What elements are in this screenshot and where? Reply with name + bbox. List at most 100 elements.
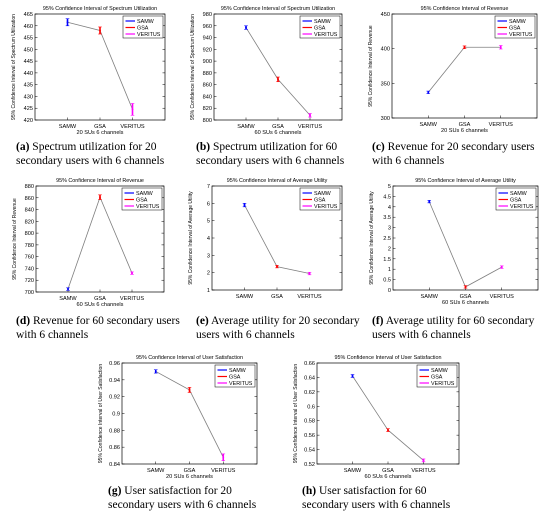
legend-entry: SAMW [510,191,528,197]
legend-entry: GSA [509,26,521,32]
y-tick-label: 0 [388,288,391,294]
y-axis-label: 95% Confidence Interval of User Satisfac… [293,364,299,463]
legend-entry: GSA [314,198,326,204]
data-point-gsa [463,46,466,49]
y-tick-label: 0.64 [304,375,315,381]
legend-entry: VERITUS [314,204,338,210]
y-tick-label: 840 [203,94,212,100]
data-point-samw [428,200,431,203]
y-tick-label: 880 [203,71,212,77]
y-axis-label: 95% Confidence Interval of Average Utili… [369,191,375,285]
y-tick-label: 0.54 [304,448,315,454]
chart-6: 95% Confidence Interval of Average Utili… [369,178,539,306]
chart-4: 95% Confidence Interval of Revenue 700 720… [12,178,165,308]
x-tick-label: SAMW [237,124,255,130]
y-tick-label: 880 [25,184,34,190]
y-tick-label: 700 [25,290,34,296]
x-axis-label: 60 SUs 6 channels [365,474,412,480]
y-tick-label: 430 [24,94,33,100]
chart-title: 95% Confidence Interval of Average Utili… [415,178,516,184]
y-tick-label: 2.5 [383,236,391,242]
data-point-veritus [131,108,134,111]
y-tick-label: 0.52 [304,462,315,468]
y-tick-label: 0.84 [109,462,120,468]
data-point-gsa [99,29,101,32]
legend-entry: VERITUS [510,204,534,210]
data-point-gsa [464,285,467,288]
chart-title: 95% Confidence Interval of Spectrum Util… [221,6,335,12]
chart-2: 95% Confidence Interval of Spectrum Util… [190,6,343,136]
y-tick-label: 960 [203,24,212,30]
y-tick-label: 860 [203,83,212,89]
chart-title: 95% Confidence Interval of Spectrum Util… [43,6,157,12]
legend-entry: SAMW [314,191,332,197]
x-tick-label: SAMW [59,124,77,130]
data-point-gsa [387,429,389,431]
caption-7: (g) User satisfaction for 20 secondary u… [108,484,278,512]
x-axis-label: 20 SUs 6 channels [77,130,124,136]
y-tick-label: 800 [25,231,34,237]
y-tick-label: 720 [25,278,34,284]
y-tick-label: 0.66 [304,361,315,367]
x-tick-label: VERITUS [297,294,322,300]
data-point-gsa [277,78,279,81]
legend-entry: VERITUS [314,32,338,38]
legend-entry: VERITUS [229,381,253,387]
legend-entry: VERITUS [136,204,160,210]
data-point-gsa [276,265,278,268]
data-point-samw [66,21,69,24]
y-tick-label: 4 [388,205,391,211]
y-tick-label: 7 [207,184,210,190]
caption-text: Revenue for 20 secondary users with 6 ch… [372,141,535,167]
chart-1: 95% Confidence Interval of Spectrum Util… [11,6,166,136]
x-tick-label: SAMW [344,468,362,474]
x-tick-label: GSA [271,294,283,300]
data-point-samw [427,91,430,94]
caption-text: Average utility for 60 secondary users w… [372,315,535,341]
y-tick-label: 780 [25,243,34,249]
x-tick-label: SAMW [421,294,439,300]
y-tick-label: 450 [24,47,33,53]
y-tick-label: 0.6 [307,404,315,410]
x-axis-label: 60 SUs 6 channels [77,302,124,308]
y-tick-label: 800 [203,118,212,124]
data-point-samw [245,26,247,29]
caption-text: Spectrum utilization for 60 secondary us… [196,141,345,167]
legend-entry: GSA [136,198,148,204]
y-tick-label: 920 [203,47,212,53]
caption-letter: (a) [16,141,30,153]
y-tick-label: 900 [203,59,212,65]
y-tick-label: 840 [25,208,34,214]
x-tick-label: VERITUS [411,468,436,474]
caption-letter: (g) [108,485,122,497]
chart-title: 95% Confidence Interval of Revenue [421,6,509,12]
y-tick-label: 4.5 [383,194,391,200]
x-tick-label: GSA [459,122,471,128]
chart-7: 95% Confidence Interval of User Satisfac… [98,355,258,480]
data-point-veritus [308,272,311,275]
legend-entry: GSA [431,375,443,381]
x-tick-label: SAMW [147,468,165,474]
y-tick-label: 400 [381,47,390,53]
x-tick-label: SAMW [420,122,438,128]
y-tick-label: 820 [203,106,212,112]
x-tick-label: VERITUS [211,468,236,474]
x-axis-label: 60 SUs 6 channels [255,130,302,136]
y-axis-label: 95% Confidence Interval of Spectrum Util… [11,14,17,120]
x-tick-label: VERITUS [120,296,145,302]
y-tick-label: 0.58 [304,419,315,425]
legend-entry: VERITUS [509,32,533,38]
legend-entry: GSA [229,375,241,381]
legend-entry: VERITUS [431,381,455,387]
chart-title: 95% Confidence Interval of Revenue [56,178,144,184]
y-tick-label: 455 [24,36,33,42]
y-tick-label: 0.56 [304,433,315,439]
y-tick-label: 465 [24,12,33,18]
y-tick-label: 940 [203,36,212,42]
